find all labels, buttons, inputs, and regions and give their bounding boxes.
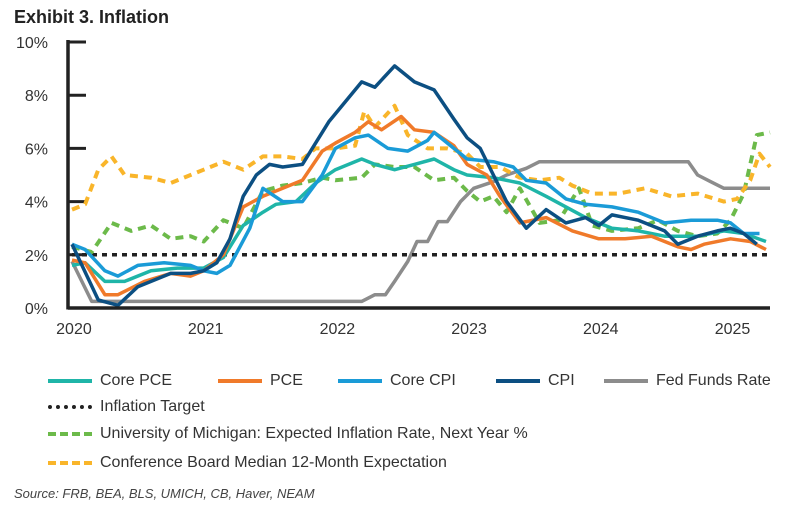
x-tick-label: 2024 [583,321,619,338]
source-note: Source: FRB, BEA, BLS, UMICH, CB, Haver,… [14,486,315,501]
chart-plot: 0% 2% 4% 6% 8% 10% 2020 2021 2022 2023 2024 2025 [16,35,772,338]
legend-swatch [496,379,540,383]
legend-label: University of Michigan: Expected Inflati… [100,425,528,442]
x-tick-label: 2020 [56,321,92,338]
legend-label: Core PCE [100,372,173,389]
y-tick-label: 8% [25,88,48,105]
series-line-fed-funds-rate [70,159,770,304]
legend-item-pce: PCE [218,372,303,390]
y-tick-label: 4% [25,195,48,212]
legend-swatch [48,379,92,383]
legend-item-core-pce: Core PCE [48,372,172,390]
y-tick-label: 2% [25,248,48,265]
y-tick-label: 10% [16,35,48,52]
legend-item-fed-funds: Fed Funds Rate [604,372,771,390]
legend-item-conference-board: Conference Board Median 12-Month Expecta… [48,454,447,472]
chart-title: Exhibit 3. Inflation [14,7,170,27]
x-tick-label: 2022 [320,321,356,338]
x-tick-label: 2021 [188,321,224,338]
legend-swatch [48,461,92,465]
legend-item-cpi: CPI [496,372,575,390]
legend-label: Core CPI [390,372,456,389]
legend-label: Inflation Target [100,398,205,415]
series-line-pce [71,114,767,297]
series-line-conference-board-median-12-month-expectation [71,103,772,212]
legend-swatch [604,379,648,383]
legend-swatch [48,405,92,409]
legend-label: Conference Board Median 12-Month Expecta… [100,454,447,471]
series-line-university-of-michigan-expected-inflation-rate-next-year- [71,130,771,255]
legend-item-umich: University of Michigan: Expected Inflati… [48,425,528,443]
x-tick-label: 2025 [715,321,751,338]
legend-item-inflation-target: Inflation Target [48,398,205,416]
legend-label: CPI [548,372,575,389]
legend-label: Fed Funds Rate [656,372,771,389]
legend-swatch [338,379,382,383]
series-line-core-pce [71,157,767,284]
legend-item-core-cpi: Core CPI [338,372,456,390]
legend-swatch [48,432,92,436]
series-line-core-cpi [71,130,760,278]
series-line-cpi [70,64,758,308]
legend-swatch [218,379,262,383]
y-tick-label: 6% [25,141,48,158]
legend-label: PCE [270,372,303,389]
x-tick-label: 2023 [451,321,487,338]
y-tick-label: 0% [25,301,48,318]
